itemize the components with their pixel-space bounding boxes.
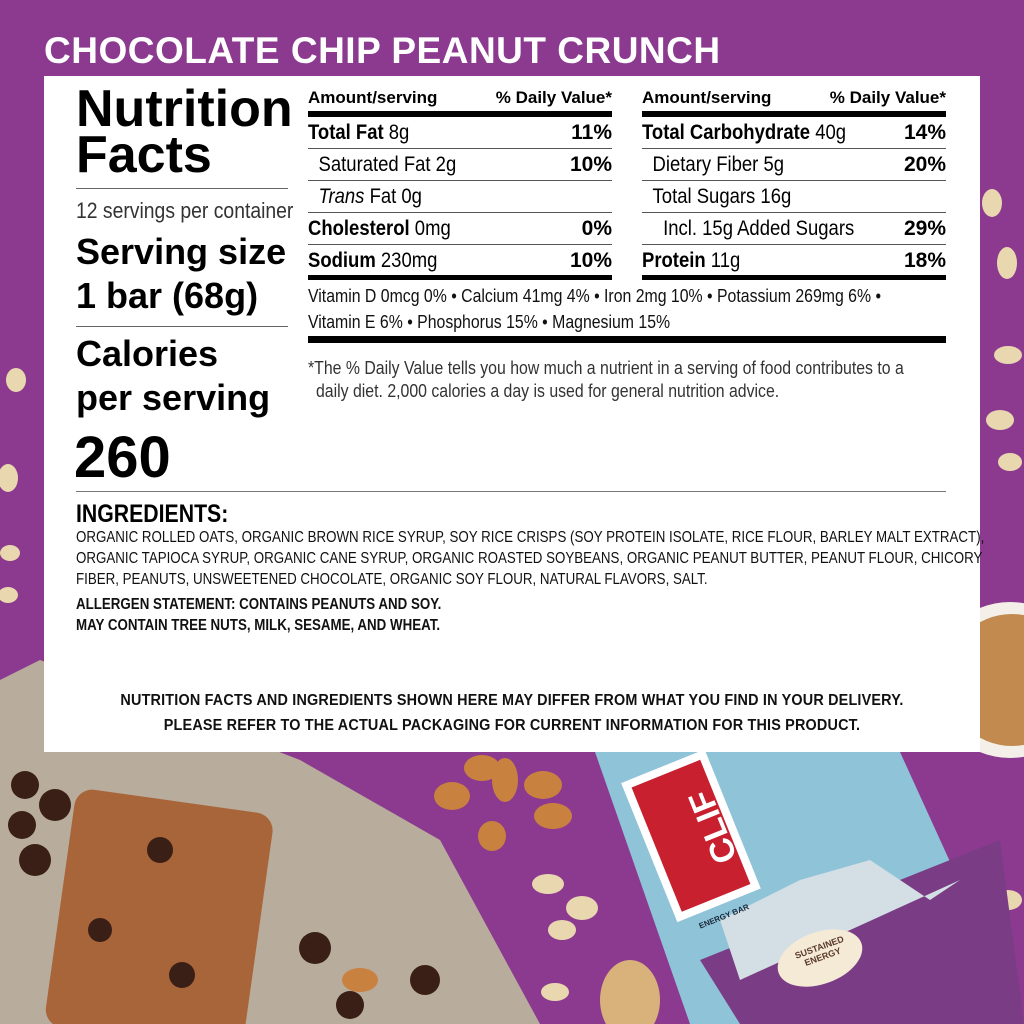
nutrient-amount: 16g — [760, 184, 792, 208]
ingredients-line: FIBER, PEANUTS, UNSWEETENED CHOCOLATE, O… — [76, 571, 708, 588]
nutrient-amount: 2g — [435, 152, 457, 176]
peanut-shell — [600, 960, 660, 1024]
serving-size-label: Serving size — [76, 231, 287, 272]
table-header: Amount/serving % Daily Value* — [642, 88, 946, 108]
serving-size-value: 1 bar (68g) — [76, 275, 259, 316]
nutrition-facts-heading: Nutrition Facts — [76, 80, 293, 184]
ingredients-line: ORGANIC ROLLED OATS, ORGANIC BROWN RICE … — [76, 529, 985, 546]
table-header: Amount/serving % Daily Value* — [308, 88, 612, 108]
disclaimer-line-1: NUTRITION FACTS AND INGREDIENTS SHOWN HE… — [120, 692, 904, 709]
nutrient-row: Sodium 230mg 10% — [308, 245, 612, 277]
may-contain-statement: MAY CONTAIN TREE NUTS, MILK, SESAME, AND… — [76, 617, 441, 634]
nutrient-row: Total Sugars 16g — [642, 181, 946, 213]
nutrient-name: Incl. 15g Added Sugars — [663, 216, 855, 240]
calories-label: Calories per serving — [76, 332, 270, 420]
nutrient-dv: 11% — [571, 120, 612, 144]
vitamins-line-2: Vitamin E 6% • Phosphorus 15% • Magnesiu… — [308, 312, 671, 332]
nutrient-name: Saturated Fat — [318, 152, 431, 176]
nutrient-amount: 8g — [388, 120, 410, 144]
nutrient-dv: 18% — [903, 249, 946, 272]
nutrient-row: Incl. 15g Added Sugars 29% — [642, 213, 946, 245]
sustained-energy-badge — [777, 929, 863, 987]
nutrient-amount: 11g — [710, 249, 741, 272]
nutrient-dv: 29% — [903, 216, 946, 240]
energy-bar — [45, 789, 273, 1024]
ingredients-line: ORGANIC TAPIOCA SYRUP, ORGANIC CANE SYRU… — [76, 550, 983, 567]
nutrient-name: Protein — [642, 249, 706, 272]
nutrient-name: Trans — [318, 184, 365, 208]
calories-label-line-2: per serving — [76, 377, 271, 418]
nutrient-name: Dietary Fiber — [652, 152, 759, 176]
vitamins-line-1: Vitamin D 0mcg 0% • Calcium 41mg 4% • Ir… — [308, 286, 882, 306]
nutrient-name: Total Carbohydrate — [642, 120, 811, 144]
footnote-line-1: *The % Daily Value tells you how much a … — [308, 358, 904, 378]
nutrient-row: Total Fat 8g 11% — [308, 117, 612, 149]
nutrient-row: Saturated Fat 2g 10% — [308, 149, 612, 181]
serving-size: Serving size 1 bar (68g) — [76, 230, 286, 318]
allergen-statement: ALLERGEN STATEMENT: CONTAINS PEANUTS AND… — [76, 596, 442, 613]
nutrient-amount: 40g — [815, 120, 847, 144]
nutrient-amount: 230mg — [380, 249, 438, 272]
amount-header: Amount/serving — [642, 88, 772, 107]
peanuts — [342, 755, 572, 992]
nutrient-name: Total Fat — [308, 120, 384, 144]
disclaimer-line-2: PLEASE REFER TO THE ACTUAL PACKAGING FOR… — [163, 717, 861, 734]
servings-per-container: 12 servings per container — [76, 198, 294, 223]
nutrient-dv: 20% — [903, 152, 946, 176]
nutrient-row: Trans Fat 0g — [308, 181, 612, 213]
nutrient-name: Cholesterol — [308, 216, 410, 240]
nutrient-row: Cholesterol 0mg 0% — [308, 213, 612, 245]
heading-line-2: Facts — [76, 126, 212, 184]
nutrient-row: Protein 11g 18% — [642, 245, 946, 277]
nutrient-amount: Fat 0g — [369, 184, 422, 208]
nutrient-dv: 10% — [569, 249, 612, 272]
nutrient-amount: 0mg — [414, 216, 451, 240]
ingredients-list: ORGANIC ROLLED OATS, ORGANIC BROWN RICE … — [76, 527, 984, 636]
nutrient-row: Total Carbohydrate 40g 14% — [642, 117, 946, 149]
chocolate-chips — [8, 771, 440, 1019]
nutrient-row: Dietary Fiber 5g 20% — [642, 149, 946, 181]
calories-label-line-1: Calories — [76, 333, 219, 374]
amount-header: Amount/serving — [308, 88, 438, 107]
nutrient-dv: 0% — [581, 216, 612, 240]
dv-header: % Daily Value* — [495, 88, 612, 107]
ingredients-heading: INGREDIENTS: — [76, 500, 229, 528]
nutrient-amount: 5g — [763, 152, 785, 176]
nutrient-name: Total Sugars — [652, 184, 756, 208]
heading-line-1: Nutrition — [76, 80, 293, 138]
nutrient-dv: 14% — [903, 120, 946, 144]
dv-header: % Daily Value* — [829, 88, 946, 107]
nutrient-name: Sodium — [308, 249, 376, 272]
product-title: CHOCOLATE CHIP PEANUT CRUNCH — [44, 30, 721, 71]
nutrient-dv: 10% — [569, 152, 612, 176]
footnote-line-2: daily diet. 2,000 calories a day is used… — [316, 381, 780, 401]
calories-value: 260 — [74, 425, 171, 490]
